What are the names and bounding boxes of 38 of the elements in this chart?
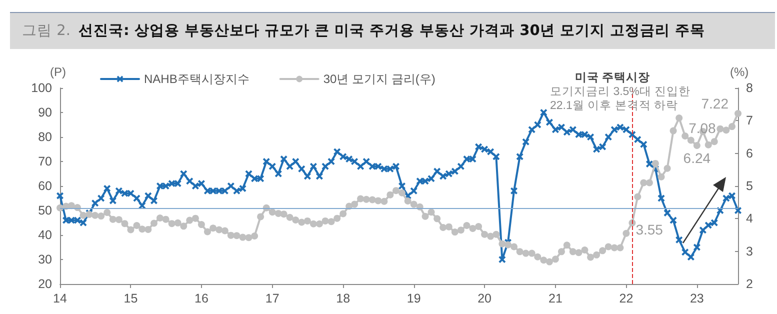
data-label: 3.55 [636, 221, 664, 238]
data-label: 7.22 [701, 95, 729, 112]
x-tick-label: 20 [478, 292, 492, 306]
legend-label: 30년 모기지 금리(우) [323, 72, 436, 86]
x-tick-label: 17 [265, 292, 280, 306]
x-tick-label: 19 [406, 292, 421, 306]
x-tick-label: 16 [194, 292, 208, 306]
y-axis-title: (P) [50, 65, 66, 79]
y-tick-label: 90 [38, 106, 52, 120]
y2-tick-label: 6 [746, 146, 753, 160]
x-tick-label: 21 [548, 292, 562, 306]
x-tick-label: 14 [53, 292, 67, 306]
annotation: 모기지금리 3.5%대 진입한 [550, 86, 691, 98]
chart-title: 그림 2. 선진국: 상업용 부동산보다 규모가 큰 미국 주거용 부동산 가격과 30년 모기지 고정금리 주목 [22, 23, 706, 39]
y-tick-label: 60 [38, 179, 52, 193]
y2-tick-label: 3 [746, 244, 753, 258]
annotation: 22.1월 이후 본격적 하락 [550, 100, 678, 112]
y2-tick-label: 2 [746, 277, 753, 291]
data-label: 7.08 [688, 120, 716, 136]
data-label: 6.24 [683, 150, 711, 166]
x-tick-label: 22 [619, 292, 634, 306]
y2-tick-label: 4 [746, 212, 753, 226]
y-tick-label: 40 [38, 228, 52, 242]
y-tick-label: 50 [38, 204, 52, 218]
x-tick-label: 18 [336, 292, 350, 306]
y-tick-label: 30 [38, 252, 52, 266]
y2-tick-label: 8 [746, 81, 753, 95]
text: 미국 주택시장 [575, 71, 650, 84]
y2-axis-title: (%) [730, 65, 749, 79]
y2-tick-label: 7 [746, 114, 753, 128]
x-tick-label: 15 [124, 292, 138, 306]
y2-tick-label: 5 [746, 179, 753, 193]
x-tick-label: 23 [690, 292, 704, 306]
y-tick-label: 70 [38, 154, 52, 168]
y-tick-label: 100 [31, 81, 52, 95]
y-tick-label: 20 [38, 277, 52, 291]
legend-label: NAHB주택시장지수 [144, 72, 250, 86]
y-tick-label: 80 [38, 130, 52, 144]
